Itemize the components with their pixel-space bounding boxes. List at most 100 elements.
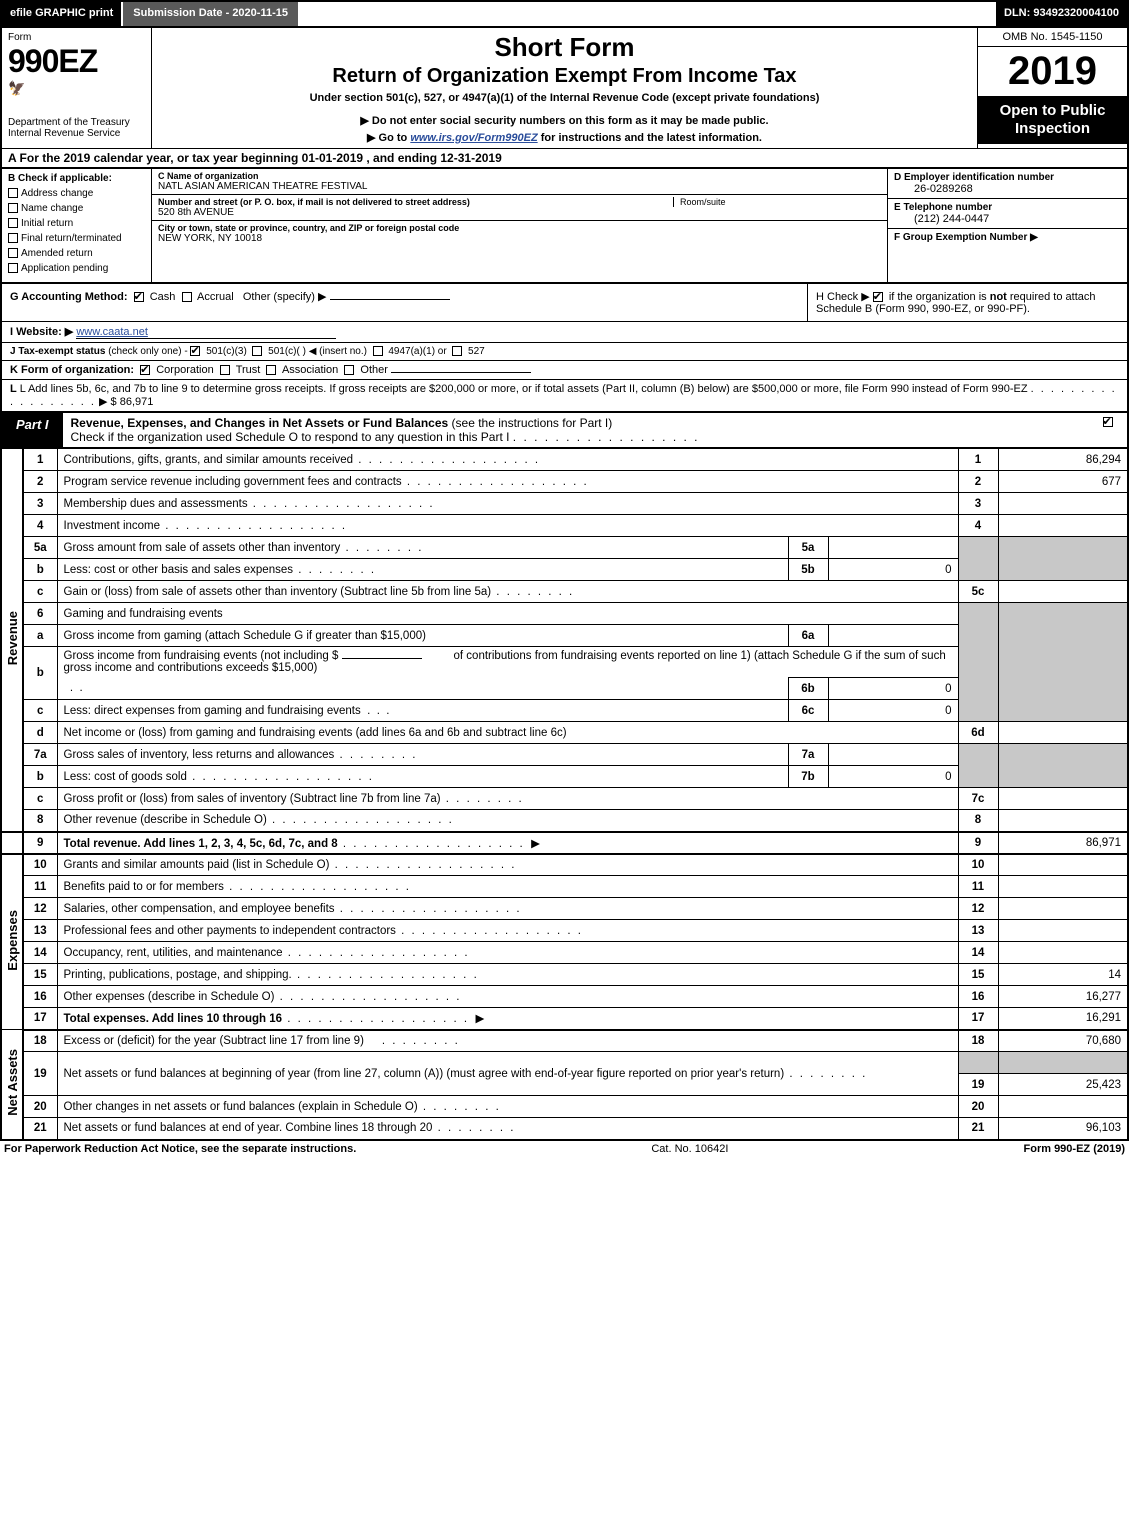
checkbox-icon[interactable] bbox=[252, 346, 262, 356]
g-cash: Cash bbox=[150, 291, 176, 303]
sub-val bbox=[828, 537, 958, 559]
line-no: c bbox=[23, 700, 57, 722]
efile-label[interactable]: efile GRAPHIC print bbox=[2, 2, 121, 26]
l-arrow: ▶ $ bbox=[99, 396, 117, 408]
desc-text: Gross amount from sale of assets other t… bbox=[64, 542, 341, 554]
line-21-row: 21 Net assets or fund balances at end of… bbox=[1, 1118, 1128, 1140]
org-name: NATL ASIAN AMERICAN THEATRE FESTIVAL bbox=[158, 181, 881, 192]
city-label: City or town, state or province, country… bbox=[158, 223, 881, 233]
k-other-blank[interactable] bbox=[391, 372, 531, 373]
chk-amended[interactable]: Amended return bbox=[8, 248, 145, 259]
checkbox-icon[interactable] bbox=[140, 365, 150, 375]
line-no: 15 bbox=[23, 964, 57, 986]
chk-final-return[interactable]: Final return/terminated bbox=[8, 233, 145, 244]
g-h-block: G Accounting Method: Cash Accrual Other … bbox=[0, 284, 1129, 322]
revenue-side-label: Revenue bbox=[1, 449, 23, 832]
h-text2: if the organization is bbox=[886, 291, 990, 303]
sub-lineno: 7a bbox=[788, 744, 828, 766]
irs-link[interactable]: www.irs.gov/Form990EZ bbox=[410, 132, 537, 144]
desc-text: Membership dues and assessments bbox=[64, 498, 248, 510]
checkbox-icon[interactable] bbox=[344, 365, 354, 375]
line-desc: Excess or (deficit) for the year (Subtra… bbox=[57, 1030, 958, 1052]
line-5c-row: c Gain or (loss) from sale of assets oth… bbox=[1, 581, 1128, 603]
box-i: I Website: ▶ www.caata.net bbox=[0, 322, 1129, 343]
dots bbox=[441, 793, 524, 805]
checkbox-icon[interactable] bbox=[182, 292, 192, 302]
line-desc: Total revenue. Add lines 1, 2, 3, 4, 5c,… bbox=[57, 832, 958, 854]
checkbox-icon[interactable] bbox=[134, 292, 144, 302]
goto-suffix: for instructions and the latest informat… bbox=[538, 132, 762, 144]
chk-name-change[interactable]: Name change bbox=[8, 203, 145, 214]
right-lineno: 15 bbox=[958, 964, 998, 986]
box-c: C Name of organization NATL ASIAN AMERIC… bbox=[152, 169, 887, 282]
dots bbox=[353, 454, 540, 466]
footer-left: For Paperwork Reduction Act Notice, see … bbox=[4, 1143, 356, 1155]
chk-initial-return[interactable]: Initial return bbox=[8, 218, 145, 229]
under-section: Under section 501(c), 527, or 4947(a)(1)… bbox=[160, 92, 969, 104]
right-lineno: 19 bbox=[958, 1074, 998, 1096]
checkbox-icon bbox=[8, 188, 18, 198]
group-exemption-label: F Group Exemption Number ▶ bbox=[894, 232, 1121, 243]
dots bbox=[187, 771, 374, 783]
sub-lineno: 7b bbox=[788, 766, 828, 788]
dln-label: DLN: 93492320004100 bbox=[996, 2, 1127, 26]
dots bbox=[432, 1122, 515, 1134]
g-other-blank[interactable] bbox=[330, 299, 450, 300]
ein-value: 26-0289268 bbox=[894, 183, 1121, 195]
grey-cell bbox=[998, 603, 1128, 722]
line-no: b bbox=[23, 647, 57, 700]
desc-text: Less: cost or other basis and sales expe… bbox=[64, 564, 294, 576]
right-val bbox=[998, 1096, 1128, 1118]
revenue-label: Revenue bbox=[5, 611, 20, 665]
line-5a-row: 5a Gross amount from sale of assets othe… bbox=[1, 537, 1128, 559]
dots bbox=[340, 542, 423, 554]
desc-text: Less: direct expenses from gaming and fu… bbox=[64, 705, 361, 717]
sub-lineno: 6c bbox=[788, 700, 828, 722]
org-name-row: C Name of organization NATL ASIAN AMERIC… bbox=[152, 169, 887, 195]
line-no: c bbox=[23, 788, 57, 810]
checkbox-icon[interactable] bbox=[220, 365, 230, 375]
city-row: City or town, state or province, country… bbox=[152, 221, 887, 246]
checkbox-icon[interactable] bbox=[873, 292, 883, 302]
checkbox-icon[interactable] bbox=[266, 365, 276, 375]
footer-form: 990-EZ bbox=[1054, 1143, 1090, 1155]
checkbox-icon[interactable] bbox=[373, 346, 383, 356]
l-text: L Add lines 5b, 6c, and 7b to line 9 to … bbox=[20, 383, 1028, 395]
line-desc: Net assets or fund balances at end of ye… bbox=[57, 1118, 958, 1140]
line-10-row: Expenses 10 Grants and similar amounts p… bbox=[1, 854, 1128, 876]
line-4-row: 4 Investment income 4 bbox=[1, 515, 1128, 537]
website-link[interactable]: www.caata.net bbox=[76, 326, 336, 339]
desc-text: Other revenue (describe in Schedule O) bbox=[64, 814, 267, 826]
sub-lineno: 6a bbox=[788, 625, 828, 647]
box-g: G Accounting Method: Cash Accrual Other … bbox=[2, 284, 807, 321]
short-form-title: Short Form bbox=[160, 32, 969, 63]
box-b: B Check if applicable: Address change Na… bbox=[2, 169, 152, 282]
sub-lineno: 5a bbox=[788, 537, 828, 559]
dept-treasury: Department of the Treasury bbox=[8, 117, 145, 128]
chk-app-pending[interactable]: Application pending bbox=[8, 263, 145, 274]
checkbox-icon[interactable] bbox=[190, 346, 200, 356]
room-suite-label: Room/suite bbox=[673, 197, 726, 207]
checkbox-icon bbox=[8, 263, 18, 273]
right-lineno: 1 bbox=[958, 449, 998, 471]
desc-text: Investment income bbox=[64, 520, 161, 532]
right-val: 70,680 bbox=[998, 1030, 1128, 1052]
dots bbox=[329, 859, 516, 871]
line-no: 20 bbox=[23, 1096, 57, 1118]
checkbox-icon[interactable] bbox=[452, 346, 462, 356]
k-other: Other bbox=[360, 364, 388, 376]
right-lineno: 2 bbox=[958, 471, 998, 493]
checkbox-icon[interactable] bbox=[1103, 417, 1113, 427]
sub-lineno: 6b bbox=[788, 678, 828, 700]
dots bbox=[274, 991, 461, 1003]
line-12-row: 12 Salaries, other compensation, and emp… bbox=[1, 898, 1128, 920]
desc-text: Salaries, other compensation, and employ… bbox=[64, 903, 335, 915]
chk-address-change[interactable]: Address change bbox=[8, 188, 145, 199]
line-no: 6 bbox=[23, 603, 57, 625]
contrib-blank[interactable] bbox=[342, 658, 422, 659]
right-lineno: 17 bbox=[958, 1008, 998, 1030]
line-desc: Other revenue (describe in Schedule O) bbox=[57, 810, 958, 832]
right-val bbox=[998, 581, 1128, 603]
header-left: Form 990EZ 🦅 Department of the Treasury … bbox=[2, 28, 152, 148]
opt-initial-return: Initial return bbox=[21, 218, 73, 229]
